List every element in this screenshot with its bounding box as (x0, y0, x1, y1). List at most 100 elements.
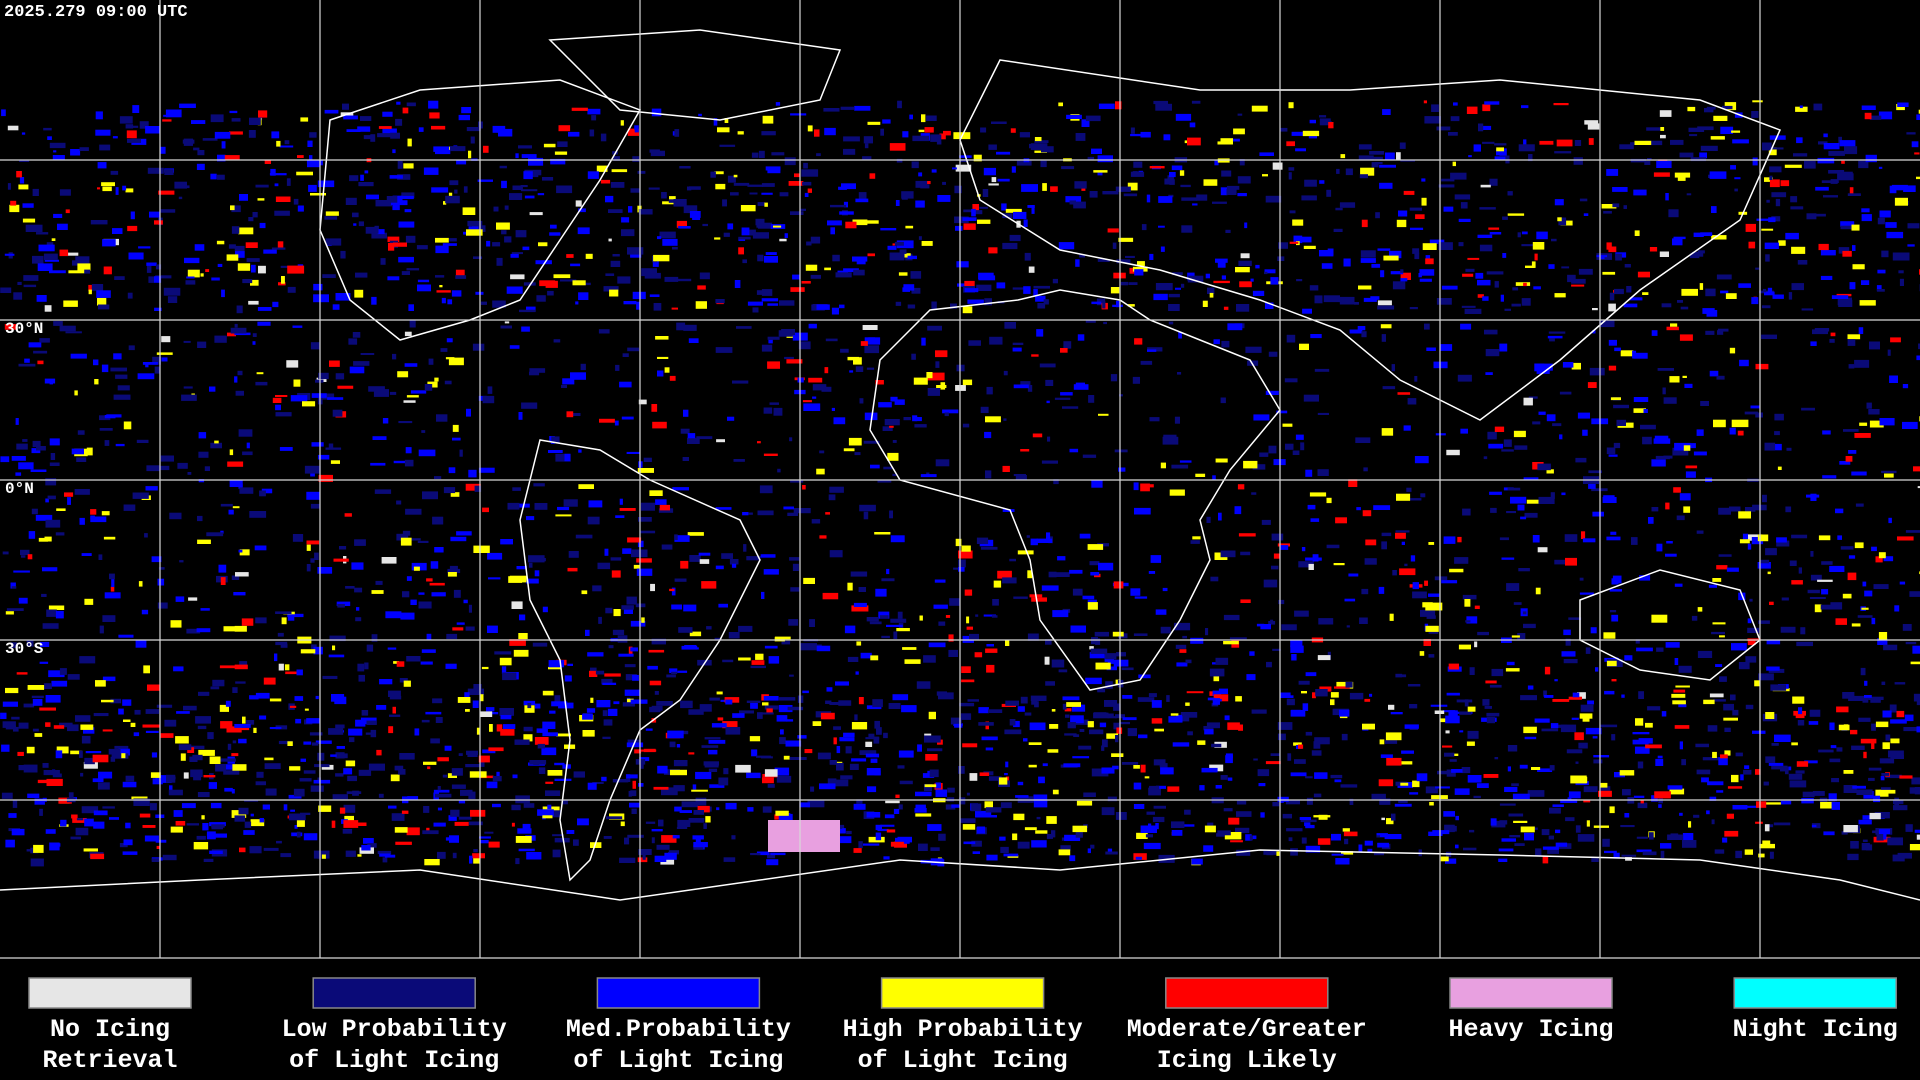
icing-patch (608, 238, 612, 242)
icing-patch (231, 789, 235, 794)
icing-patch (829, 760, 837, 765)
icing-patch (1225, 753, 1233, 759)
icing-patch (1796, 641, 1813, 647)
icing-patch (1310, 334, 1322, 339)
icing-patch (1079, 729, 1085, 732)
icing-patch (477, 179, 493, 182)
icing-patch (237, 370, 243, 376)
icing-patch (1916, 176, 1920, 180)
icing-patch (1847, 193, 1861, 196)
icing-patch (183, 386, 193, 389)
icing-patch (488, 747, 504, 752)
icing-patch (1635, 746, 1650, 754)
icing-patch (442, 243, 457, 246)
icing-patch (1609, 292, 1615, 301)
icing-patch (1636, 836, 1648, 839)
icing-patch (145, 486, 158, 491)
icing-patch (361, 844, 371, 851)
icing-patch (962, 306, 973, 314)
icing-patch (936, 141, 942, 145)
icing-patch (870, 464, 880, 469)
latitude-label: 0°N (5, 480, 34, 498)
icing-patch (1840, 171, 1853, 179)
icing-patch (1344, 838, 1349, 845)
icing-patch (746, 700, 761, 703)
icing-patch (229, 449, 234, 456)
icing-patch (1521, 244, 1536, 247)
icing-patch (1518, 144, 1535, 152)
icing-patch (1911, 777, 1920, 785)
icing-patch (1307, 504, 1316, 510)
icing-patch (1886, 231, 1904, 239)
icing-patch (902, 131, 909, 138)
icing-patch (448, 815, 457, 821)
icing-patch (131, 796, 148, 800)
icing-patch (1355, 437, 1371, 443)
icing-patch (444, 380, 452, 385)
icing-patch (117, 385, 130, 391)
icing-patch (479, 840, 489, 844)
icing-patch (958, 559, 966, 568)
icing-patch (880, 128, 884, 136)
icing-patch (666, 674, 676, 678)
icing-patch (463, 231, 467, 235)
icing-patch (1489, 684, 1502, 688)
icing-patch (355, 719, 366, 727)
icing-patch (101, 699, 114, 703)
icing-patch (592, 782, 604, 784)
icing-patch (736, 326, 752, 329)
icing-patch (154, 220, 163, 225)
icing-patch (955, 538, 962, 547)
icing-patch (300, 649, 316, 654)
icing-patch (1873, 795, 1881, 803)
icing-patch (958, 567, 965, 572)
icing-patch (858, 192, 867, 200)
icing-patch (1906, 132, 1916, 135)
icing-patch (651, 837, 655, 844)
icing-patch (761, 183, 775, 187)
icing-patch (567, 663, 573, 666)
icing-patch (179, 103, 196, 108)
icing-patch (1750, 405, 1760, 409)
icing-patch (1858, 819, 1872, 825)
icing-patch (452, 437, 461, 441)
icing-patch (1414, 456, 1429, 464)
icing-patch (613, 701, 620, 705)
icing-patch (1285, 443, 1294, 450)
icing-patch (1675, 685, 1690, 688)
icing-patch (591, 115, 597, 121)
icing-patch (768, 656, 780, 664)
icing-patch (63, 300, 78, 307)
icing-patch (895, 301, 902, 306)
icing-patch (1523, 282, 1527, 287)
icing-patch (969, 633, 979, 641)
icing-patch (1245, 834, 1252, 841)
icing-patch (1651, 795, 1658, 802)
icing-patch (650, 583, 655, 592)
icing-patch (1491, 668, 1504, 677)
icing-patch (269, 173, 287, 176)
icing-patch (198, 479, 205, 483)
icing-patch (325, 238, 342, 246)
icing-patch (1822, 430, 1831, 435)
icing-patch (542, 558, 546, 562)
icing-patch (692, 835, 704, 840)
icing-patch (1212, 690, 1222, 696)
icing-patch (738, 625, 753, 632)
icing-patch (763, 569, 779, 575)
icing-patch (1894, 682, 1906, 685)
icing-patch (1391, 813, 1396, 821)
icing-patch (198, 451, 209, 458)
icing-patch (996, 151, 1011, 155)
icing-patch (962, 217, 977, 221)
icing-patch (1036, 816, 1041, 820)
icing-patch (1358, 285, 1372, 290)
icing-patch (46, 609, 57, 617)
icing-patch (433, 789, 450, 793)
icing-patch (163, 287, 181, 296)
icing-patch (518, 848, 535, 852)
icing-patch (36, 295, 47, 302)
icing-patch (388, 805, 397, 809)
icing-patch (71, 814, 78, 819)
icing-patch (1220, 397, 1226, 404)
